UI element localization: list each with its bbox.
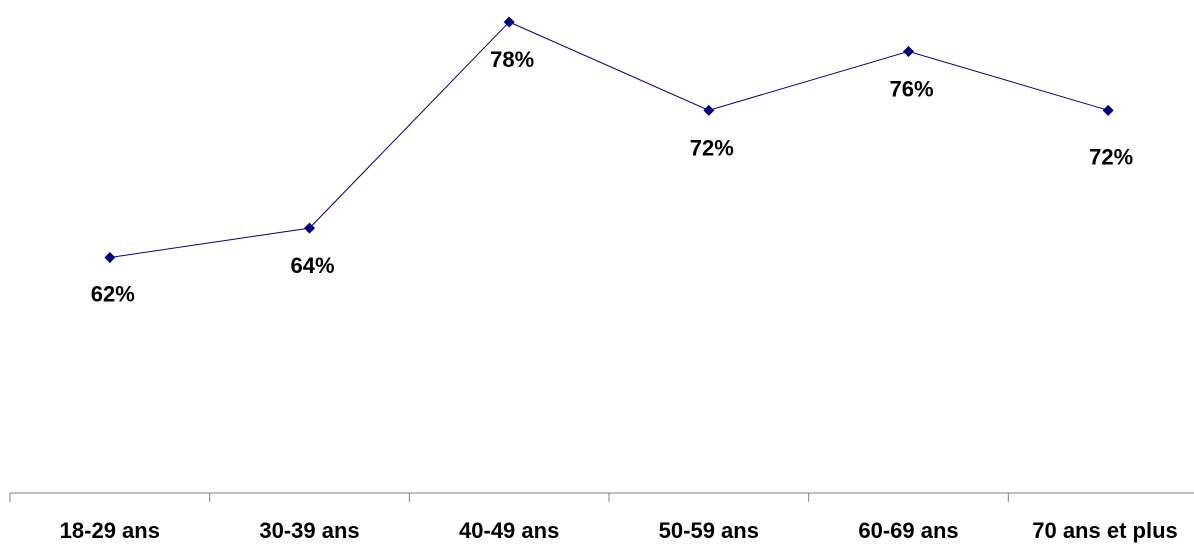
data-label: 64% [290,253,334,278]
data-label: 76% [889,76,933,101]
data-label: 72% [1089,144,1133,169]
data-point-marker [703,104,715,116]
x-tick-label: 18-29 ans [60,518,160,543]
data-point-marker [903,45,914,57]
x-tick-label: 70 ans et plus [1032,518,1178,543]
plot-area: 62% 64% 78% 72% 76% 72% [91,16,1133,307]
data-point-marker [1102,104,1114,116]
x-tick-label: 30-39 ans [259,518,359,543]
x-axis-labels: 18-29 ans 30-39 ans 40-49 ans 50-59 ans 60-6… [60,518,1178,543]
x-tick-label: 60-69 ans [858,518,958,543]
data-labels: 62% 64% 78% 72% 76% 72% [91,47,1133,307]
data-label: 62% [91,282,135,307]
x-tick-label: 50-59 ans [659,518,759,543]
data-label: 78% [490,47,534,72]
series-line [109,21,1109,258]
series-markers [104,16,1114,263]
x-tick-label: 40-49 ans [459,518,559,543]
x-axis-ticks [9,493,1009,502]
data-point-marker [304,222,315,234]
data-point-marker [104,252,116,263]
x-axis: 18-29 ans 30-39 ans 40-49 ans 50-59 ans 60-6… [9,492,1194,543]
data-point-marker [503,16,515,28]
data-label: 72% [690,135,734,160]
